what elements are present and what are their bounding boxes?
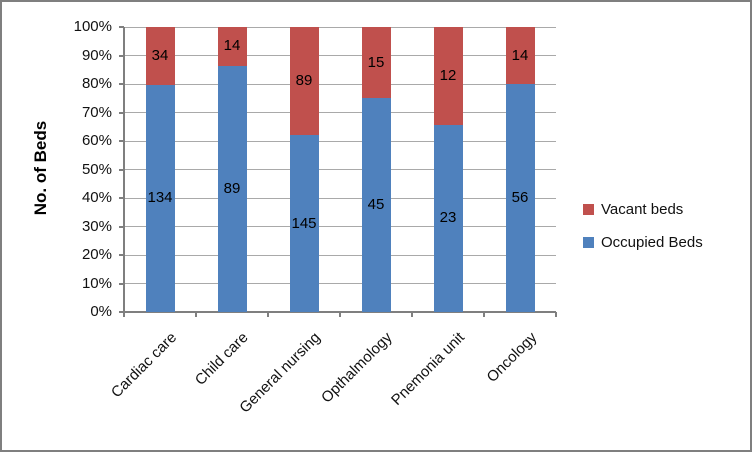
legend-item-occupied-beds: Occupied Beds [583,232,703,252]
data-label-vacant-pnemonia-unit: 12 [439,66,457,84]
data-label-vacant-child-care: 14 [223,37,241,55]
y-axis-line [123,27,125,317]
data-label-vacant-cardiac-care: 34 [151,46,169,64]
vacant-beds-swatch-icon [583,203,594,215]
y-tick-mark [119,83,124,85]
bar-segment-vacant-cardiac-care [145,27,175,85]
bar-segment-occupied-general-nursing [289,135,319,312]
data-label-occupied-oncology: 56 [511,189,529,206]
y-tick-mark [119,282,124,285]
y-tick-label: 90% [81,46,112,64]
gridline [124,254,556,256]
x-tick-mark [339,312,341,317]
occupied-beds-swatch-icon [583,236,594,248]
x-tick-mark [195,312,197,317]
y-tick-label: 40% [81,189,112,206]
x-category-label-oncology: Oncology [483,329,541,386]
data-label-vacant-general-nursing: 89 [295,72,313,90]
legend-item-vacant-beds: Vacant beds [583,199,703,219]
bar-segment-vacant-opthalmology [361,27,391,99]
y-tick-label: 70% [81,103,112,121]
x-tick-mark [267,312,269,317]
y-tick-mark [119,197,124,199]
legend: Vacant beds Occupied Beds [583,199,703,265]
y-tick-label: 50% [81,160,112,178]
x-category-label-opthalmology: Opthalmology [318,329,397,407]
legend-label-occupied: Occupied Beds [601,233,703,251]
data-label-occupied-child-care: 89 [223,179,241,197]
x-category-label-child-care: Child care [192,329,253,389]
y-tick-mark [119,111,124,114]
x-category-label-cardiac-care: Cardiac care [107,329,181,402]
y-tick-mark [119,140,124,142]
bar-segment-vacant-general-nursing [289,27,319,136]
y-tick-mark [119,225,124,228]
bar-segment-vacant-child-care [217,27,247,66]
gridline [124,26,556,28]
y-tick-mark [119,54,124,57]
y-tick-label: 20% [81,246,112,263]
y-tick-label: 0% [90,303,112,320]
x-tick-mark [123,312,125,317]
y-tick-mark [119,254,124,256]
y-tick-label: 10% [81,274,112,292]
data-label-occupied-opthalmology: 45 [367,196,385,214]
y-tick-label: 100% [73,18,112,35]
bar-segment-occupied-opthalmology [361,98,391,312]
gridline [124,169,556,170]
gridline [124,55,556,56]
bar-segment-vacant-pnemonia-unit [433,27,463,125]
gridline [124,112,556,113]
data-label-vacant-oncology: 14 [511,46,529,64]
x-tick-mark [411,312,413,317]
x-tick-mark [483,312,485,317]
data-label-occupied-general-nursing: 145 [291,214,317,232]
bar-segment-occupied-oncology [505,84,535,312]
gridline [124,283,556,284]
data-label-occupied-cardiac-care: 134 [147,189,173,207]
bar-segment-occupied-child-care [217,65,247,312]
y-tick-mark [119,26,124,28]
y-tick-mark [119,168,124,171]
gridline [124,83,556,85]
gridline [124,197,556,199]
data-label-vacant-opthalmology: 15 [367,53,385,71]
x-category-label-pnemonia-unit: Pnemonia unit [388,329,469,409]
legend-label-vacant: Vacant beds [601,200,684,218]
data-label-occupied-pnemonia-unit: 23 [439,209,457,227]
gridline [124,226,556,227]
y-tick-label: 80% [81,75,112,92]
x-tick-mark [555,312,557,317]
bar-segment-vacant-oncology [505,27,535,84]
y-tick-label: 30% [81,217,112,235]
bar-segment-occupied-pnemonia-unit [433,124,463,312]
y-tick-label: 60% [81,132,112,149]
bar-segment-occupied-cardiac-care [145,84,175,312]
y-tick-mark [119,311,124,313]
gridline [124,140,556,142]
